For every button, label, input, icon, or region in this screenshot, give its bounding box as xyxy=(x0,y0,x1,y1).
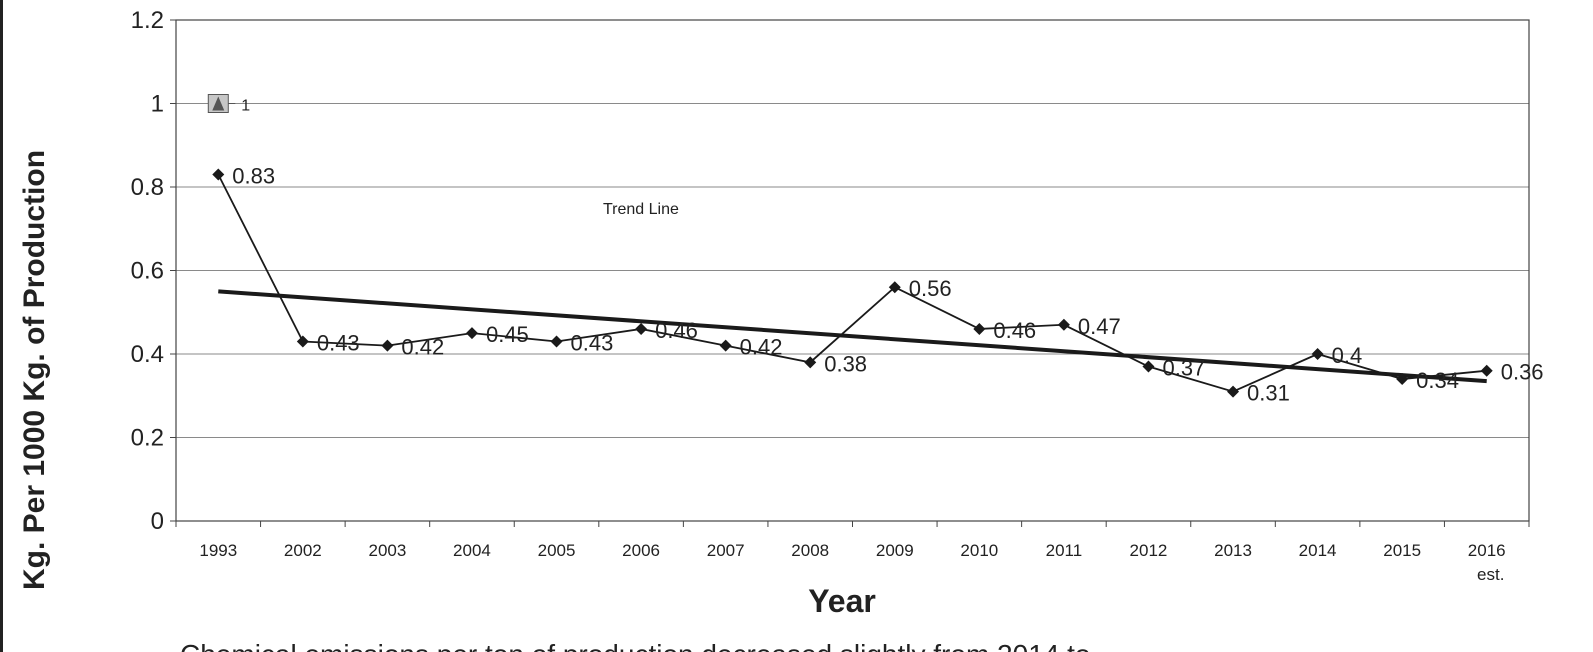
data-label: 0.46 xyxy=(993,318,1036,343)
data-point xyxy=(1057,318,1070,331)
data-point xyxy=(1480,364,1493,377)
data-label: 0.31 xyxy=(1247,381,1290,406)
series-line xyxy=(217,174,1487,393)
data-label: 0.83 xyxy=(232,163,275,188)
data-point xyxy=(719,339,732,352)
y-tick-label: 1 xyxy=(151,91,164,118)
data-point xyxy=(465,327,478,340)
x-tick-label: 2004 xyxy=(453,541,491,560)
x-tick-label: 2011 xyxy=(1046,541,1083,560)
x-tick-sublabel: est. xyxy=(1477,565,1504,584)
data-markers xyxy=(212,168,1493,398)
x-axis-title: Year xyxy=(808,583,876,619)
x-tick-label: 2010 xyxy=(960,541,998,560)
left-border-strip xyxy=(0,0,3,652)
x-tick-label: 2007 xyxy=(707,541,745,560)
y-tick-label: 1.2 xyxy=(131,7,164,34)
data-label: 0.42 xyxy=(401,335,444,360)
data-label: 0.37 xyxy=(1162,356,1205,381)
data-label: 0.47 xyxy=(1078,314,1121,339)
x-tick-label: 2006 xyxy=(622,541,660,560)
x-tick-label: 2008 xyxy=(791,541,829,560)
y-tick-label: 0 xyxy=(151,508,164,535)
data-label: 0.42 xyxy=(740,335,783,360)
data-point xyxy=(1142,360,1155,373)
x-tick-label: 2002 xyxy=(284,541,322,560)
data-point xyxy=(1311,348,1324,360)
data-point xyxy=(212,168,225,181)
data-label: 0.46 xyxy=(655,318,698,343)
data-label: 0.36 xyxy=(1501,360,1544,385)
x-tick-label: 2005 xyxy=(538,541,576,560)
secondary-series: 1 xyxy=(207,94,250,115)
caption-text: Chemical emissions per ton of production… xyxy=(180,639,1090,652)
x-tick-label: 2014 xyxy=(1299,541,1337,560)
x-tick-label: 2015 xyxy=(1383,541,1421,560)
data-label: 0.4 xyxy=(1332,343,1363,368)
x-axis-ticks: 1993 2002 2003 2004 2005 2006 2007 2008 2009 2010… xyxy=(175,521,1530,584)
data-label: 0.45 xyxy=(486,322,529,347)
trend-line-annotation: Trend Line xyxy=(603,201,679,218)
y-tick-label: 0.6 xyxy=(131,258,164,285)
data-point xyxy=(296,335,309,348)
data-point xyxy=(1396,373,1409,386)
y-tick-label: 0.8 xyxy=(131,174,164,201)
gridlines xyxy=(176,103,1529,438)
secondary-point xyxy=(212,96,225,111)
x-tick-label: 2009 xyxy=(876,541,914,560)
x-tick-label: 2016 xyxy=(1468,541,1506,560)
data-point xyxy=(1227,385,1240,398)
x-tick-label: 1993 xyxy=(199,541,237,560)
data-point xyxy=(381,339,394,352)
x-tick-label: 2012 xyxy=(1130,541,1168,560)
secondary-label: 1 xyxy=(241,98,250,115)
x-tick-label: 2013 xyxy=(1214,541,1252,560)
data-label: 0.34 xyxy=(1416,368,1459,393)
data-point xyxy=(973,322,986,335)
y-axis-ticks: 0 0.2 0.4 0.6 0.8 1 1.2 xyxy=(131,7,176,535)
data-point xyxy=(550,335,563,348)
y-tick-label: 0.2 xyxy=(131,425,164,452)
data-labels: 0.83 0.43 0.42 0.45 0.43 0.46 0.42 0.38 0.56 0.46… xyxy=(232,163,1543,405)
data-label: 0.43 xyxy=(317,330,360,355)
data-point xyxy=(635,322,648,335)
data-point xyxy=(888,281,901,294)
data-point xyxy=(804,356,817,369)
data-label: 0.43 xyxy=(571,330,614,355)
data-label: 0.38 xyxy=(824,351,867,376)
x-tick-label: 2003 xyxy=(368,541,406,560)
data-label: 0.56 xyxy=(909,276,952,301)
y-tick-label: 0.4 xyxy=(131,341,164,368)
trend-line xyxy=(218,289,1487,384)
y-axis-title: Kg. Per 1000 Kg. of Production xyxy=(18,150,51,590)
